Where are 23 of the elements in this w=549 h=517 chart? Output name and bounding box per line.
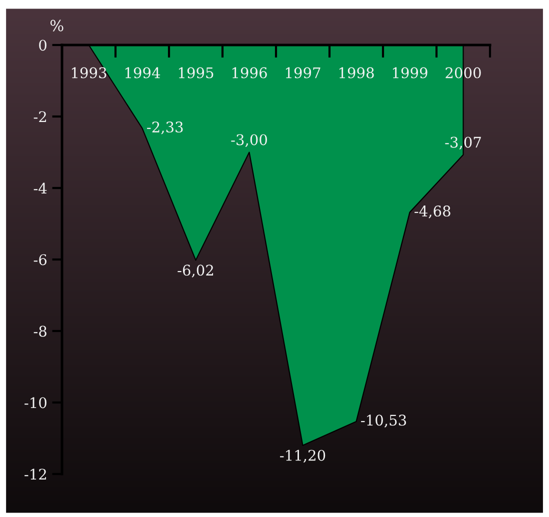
data-label: -3,00: [231, 134, 267, 148]
x-tick-label: 1996: [232, 67, 267, 78]
y-tick-label: -4: [34, 182, 47, 194]
data-label: -11,20: [280, 450, 326, 463]
y-tick-label: -2: [34, 111, 46, 122]
x-tick-label: 1995: [178, 67, 214, 78]
x-tick-label: 1999: [392, 67, 428, 78]
x-tick-label: 1994: [125, 67, 160, 78]
x-tick-label: 1997: [286, 67, 320, 78]
data-label: -4,68: [414, 206, 450, 218]
data-label: -10,53: [361, 414, 406, 428]
y-tick-label: 0: [39, 40, 46, 51]
data-label: -6,02: [178, 264, 214, 278]
y-axis-title: %: [50, 20, 64, 32]
x-tick-label: 1993: [72, 67, 106, 78]
y-tick-label: -10: [24, 397, 46, 408]
data-label: -3,07: [445, 136, 481, 150]
y-tick-label: -12: [24, 468, 46, 480]
y-tick-label: -6: [34, 254, 46, 266]
x-tick-label: 1998: [339, 67, 374, 78]
x-tick-label: 2000: [446, 67, 481, 78]
data-label: -2,33: [147, 122, 183, 134]
y-tick-label: -8: [34, 326, 46, 337]
